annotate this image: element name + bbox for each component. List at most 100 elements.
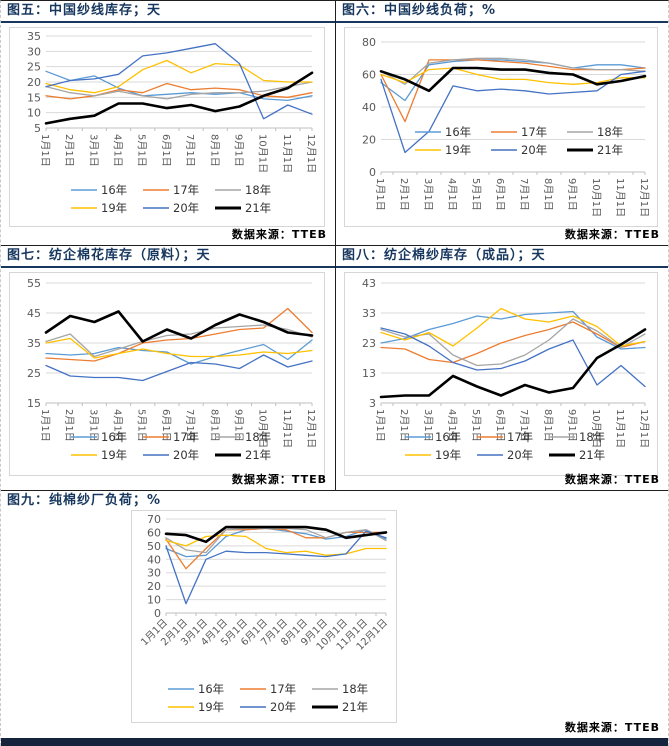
y-tick-label: 60 (362, 69, 376, 82)
series-line-19年 (380, 67, 646, 85)
x-tick-label: 4月1日 (446, 409, 458, 442)
legend-label-17年: 17年 (507, 430, 533, 444)
y-tick-label: 15 (27, 397, 41, 410)
y-tick-label: 35 (27, 30, 41, 43)
y-tick-label: 13 (362, 367, 376, 380)
series-line-18年 (45, 81, 313, 100)
y-tick-label: 15 (27, 91, 41, 104)
y-tick-label: 33 (362, 307, 376, 320)
x-tick-label: 7月1日 (184, 134, 196, 167)
series-line-20年 (45, 354, 313, 382)
series-line-19年 (380, 307, 646, 347)
line-chart-fig7: 15 25 35 45 55 1月1日 2月1日 3月1日 4月1日 5月1日 6月1日 7月1日 8月… (27, 277, 317, 462)
y-tick-label: 70 (147, 513, 161, 526)
chart-title-fig9: 图九：纯棉纱厂负荷；% (7, 493, 162, 508)
x-tick-label: 2月1日 (63, 409, 75, 442)
series-line-18年 (380, 57, 646, 85)
series-line-20年 (165, 530, 387, 605)
series-line-21年 (164, 525, 388, 544)
x-tick-label: 10月1日 (257, 409, 269, 448)
x-tick-label: 1月1日 (39, 409, 51, 442)
y-tick-label: 60 (147, 526, 161, 539)
y-tick-label: 40 (147, 553, 161, 566)
legend-label-19年: 19年 (101, 201, 127, 215)
x-tick-label: 11月1日 (614, 178, 626, 217)
series-line-16年 (380, 310, 646, 350)
x-tick-label: 4月1日 (112, 409, 124, 442)
legend-label-17年: 17年 (270, 682, 296, 696)
series-line-19年 (45, 59, 313, 94)
y-tick-label: 40 (362, 101, 376, 114)
panel-fig5: 图五：中国纱线库存；天 5 10 15 20 25 30 35 1月1日 2月1日 3月1日 4月1… (1, 1, 336, 246)
x-tick-label: 7月1日 (184, 409, 196, 442)
x-tick-label: 9月1日 (232, 134, 244, 167)
data-source-label-fig8: 数据来源：TTEB (564, 473, 660, 486)
y-tick-label: 3 (369, 397, 376, 410)
chart-title-fig8: 图八：纺企棉纱库存（成品）；天 (336, 246, 668, 268)
x-tick-label: 8月1日 (208, 409, 220, 442)
legend-label-16年: 16年 (435, 430, 461, 444)
x-tick-label: 4月1日 (446, 178, 458, 211)
chart-frame-fig7: 15 25 35 45 55 1月1日 2月1日 3月1日 4月1日 5月1日 6月1日 7月1日 8月… (9, 272, 325, 476)
y-tick-label: 43 (362, 277, 376, 290)
legend-label-20年: 20年 (270, 700, 296, 714)
y-tick-label: 5 (34, 122, 41, 135)
series-line-19年 (165, 534, 387, 556)
chart-title-fig7: 图七：纺企棉花库存（原料）；天 (1, 246, 335, 268)
y-tick-label: 20 (27, 76, 41, 89)
x-tick-label: 2月1日 (63, 134, 75, 167)
x-tick-label: 6月1日 (160, 409, 172, 442)
x-tick-label: 9月1日 (566, 409, 578, 442)
y-tick-label: 30 (27, 45, 41, 58)
x-tick-label: 5月1日 (136, 409, 148, 442)
x-tick-label: 2月1日 (398, 178, 410, 211)
x-tick-label: 11月1日 (614, 409, 626, 448)
y-tick-label: 25 (27, 61, 41, 74)
y-tick-label: 25 (27, 367, 41, 380)
legend-label-16年: 16年 (101, 183, 127, 197)
chart-frame-fig8: 3 13 23 33 43 1月1日 2月1日 3月1日 4月1日 5月1日 6月1日 7月1日 8月1… (344, 272, 658, 476)
x-tick-label: 5月1日 (136, 134, 148, 167)
x-tick-label: 8月1日 (208, 134, 220, 167)
legend-label-17年: 17年 (521, 125, 547, 139)
x-tick-label: 9月1日 (566, 178, 578, 211)
x-tick-label: 8月1日 (542, 178, 554, 211)
x-tick-label: 6月1日 (494, 178, 506, 211)
x-tick-label: 3月1日 (422, 409, 434, 442)
y-tick-label: 35 (27, 337, 41, 350)
y-tick-label: 55 (27, 277, 41, 290)
x-tick-label: 2月1日 (398, 409, 410, 442)
series-line-21年 (379, 328, 647, 399)
panel-fig6: 图六：中国纱线负荷；% 0 20 40 60 80 1月1日 2月1日 3月1日 4月1日 5月1… (336, 1, 668, 246)
x-tick-label: 4月1日 (112, 134, 124, 167)
legend-label-17年: 17年 (173, 430, 199, 444)
data-source-label-fig9: 数据来源：TTEB (564, 721, 660, 734)
x-tick-label: 12月1日 (305, 134, 317, 173)
x-tick-label: 3月1日 (422, 178, 434, 211)
series-line-16年 (165, 527, 387, 558)
y-tick-label: 10 (27, 107, 41, 120)
x-tick-label: 8月1日 (542, 409, 554, 442)
legend-label-19年: 19年 (101, 448, 127, 462)
chart-frame-fig6: 0 20 40 60 80 1月1日 2月1日 3月1日 4月1日 5月1日 6月1日 7月1日 8月1… (344, 27, 658, 227)
x-tick-label: 12月1日 (638, 409, 650, 448)
series-line-16年 (45, 70, 313, 102)
line-chart-fig8: 3 13 23 33 43 1月1日 2月1日 3月1日 4月1日 5月1日 6月1日 7月1日 8月1… (362, 277, 650, 462)
series-line-20年 (380, 70, 646, 154)
panel-fig7: 图七：纺企棉花库存（原料）；天 15 25 35 45 55 1月1日 2月1日 3月1日 4月… (1, 246, 336, 491)
panel-fig9: 图九：纯棉纱厂负荷；% 0 10 20 30 40 50 60 70 1月1日 2月1日 3月1日 4… (1, 491, 668, 738)
x-tick-label: 3月1日 (87, 134, 99, 167)
x-tick-label: 3月1日 (87, 409, 99, 442)
series-line-17年 (380, 321, 646, 364)
legend-label-19年: 19年 (198, 700, 224, 714)
panel-fig8: 图八：纺企棉纱库存（成品）；天 3 13 23 33 43 1月1日 2月1日 3月1日 4月1… (336, 246, 668, 491)
y-tick-label: 45 (27, 307, 41, 320)
x-tick-label: 10月1日 (257, 134, 269, 173)
x-tick-label: 12月1日 (638, 178, 650, 217)
legend-label-16年: 16年 (445, 125, 471, 139)
series-line-21年 (379, 66, 647, 93)
x-tick-label: 7月1日 (518, 178, 530, 211)
legend-label-21年: 21年 (342, 700, 368, 714)
